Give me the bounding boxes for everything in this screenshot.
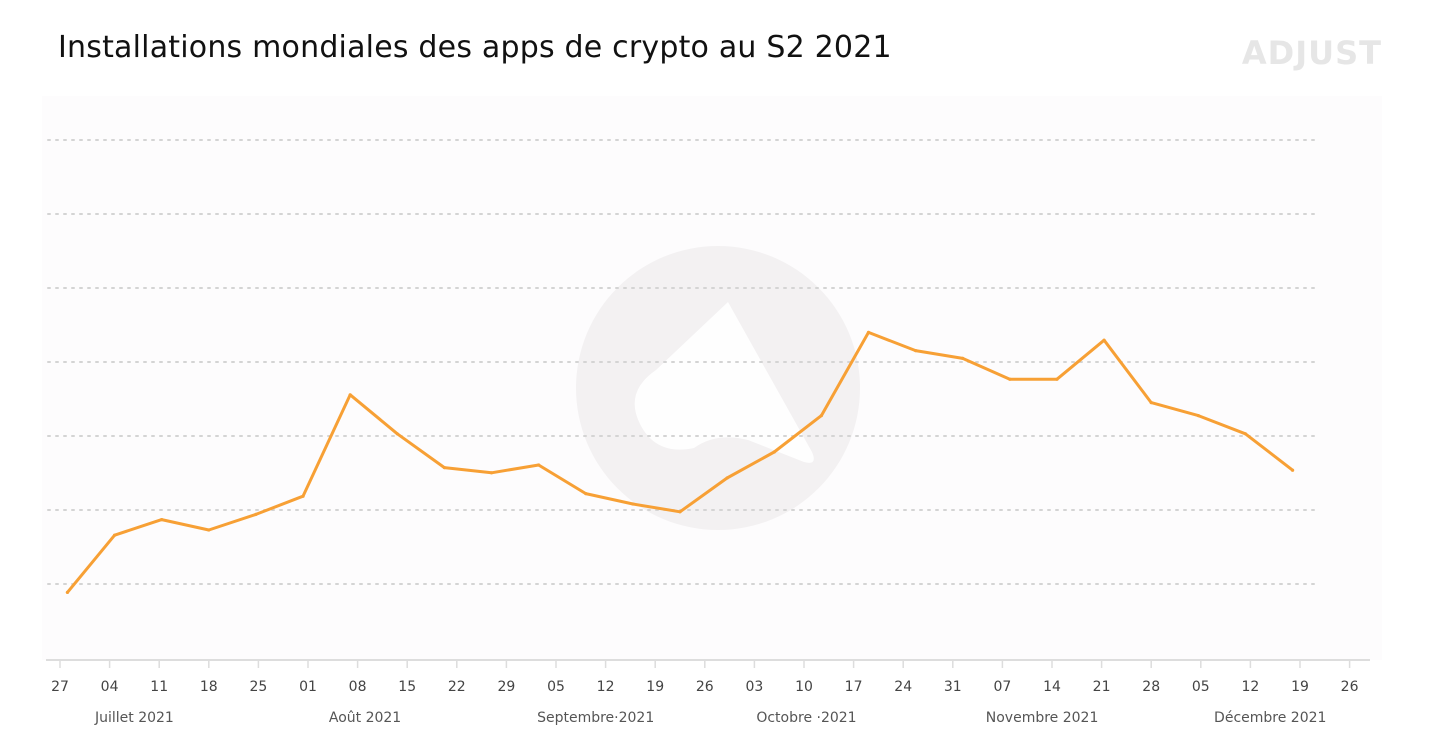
- month-label: Juillet 2021: [94, 710, 174, 726]
- chart-title: Installations mondiales des apps de cryp…: [58, 30, 892, 65]
- x-tick-label: 08: [349, 679, 367, 695]
- watermark-glyph: [634, 302, 814, 463]
- month-labels: Juillet 2021 Août 2021 Septembre·2021 Octob…: [94, 710, 1326, 726]
- data-point: [1008, 377, 1012, 381]
- adjust-watermark-icon: [576, 246, 860, 530]
- data-point: [65, 590, 70, 595]
- data-point: [160, 518, 164, 522]
- data-point: [725, 476, 729, 480]
- data-point: [1196, 414, 1200, 418]
- gridlines: [47, 139, 1317, 585]
- x-tick-label: 07: [993, 679, 1011, 695]
- x-tick-label: 24: [894, 679, 912, 695]
- x-tick-label: 14: [1043, 679, 1061, 695]
- x-tick-label: 26: [696, 679, 714, 695]
- x-tick-label: 05: [1192, 679, 1210, 695]
- month-label: Novembre 2021: [986, 710, 1099, 726]
- x-tick-label: 18: [200, 679, 218, 695]
- data-point: [1102, 338, 1106, 342]
- x-tick-label: 28: [1142, 679, 1160, 695]
- data-point: [819, 414, 823, 418]
- x-tick-label: 22: [448, 679, 466, 695]
- data-point: [489, 471, 494, 475]
- x-tick-label: 15: [398, 679, 416, 695]
- x-tick-label: 29: [497, 679, 515, 695]
- x-tick-label: 03: [745, 679, 763, 695]
- data-point: [537, 463, 541, 467]
- data-point: [961, 356, 965, 360]
- x-tick-label: 26: [1341, 679, 1359, 695]
- data-point: [395, 432, 399, 436]
- x-tick-label: 17: [845, 679, 863, 695]
- data-point: [348, 393, 352, 397]
- x-tick-labels: 27 04 11 18 25 01 08 15 22 29 05 12 19 26 03 10 17 24 31 07…: [51, 679, 1359, 695]
- data-point: [1149, 401, 1153, 405]
- x-tick-label: 19: [1291, 679, 1309, 695]
- data-point: [112, 533, 117, 537]
- x-tick-label: 31: [944, 679, 962, 695]
- x-tick-label: 25: [249, 679, 267, 695]
- data-point: [914, 349, 918, 353]
- data-point: [1055, 377, 1059, 381]
- month-label: Septembre·2021: [537, 710, 654, 726]
- x-tick-label: 01: [299, 679, 317, 695]
- x-tick-label: 21: [1093, 679, 1111, 695]
- x-tick-label: 10: [795, 679, 813, 695]
- x-tick-label: 12: [1241, 679, 1259, 695]
- data-point: [631, 502, 635, 506]
- data-point: [678, 510, 682, 514]
- data-point: [584, 492, 588, 496]
- x-tick-label: 05: [547, 679, 565, 695]
- data-point: [1243, 432, 1248, 436]
- month-label: Août 2021: [329, 710, 401, 726]
- x-tick-label: 11: [150, 679, 168, 695]
- x-tick-label: 12: [597, 679, 615, 695]
- data-point: [254, 512, 258, 517]
- data-point: [301, 494, 305, 498]
- month-label: Octobre ·2021: [756, 710, 856, 726]
- x-tick-label: 19: [646, 679, 664, 695]
- adjust-logo: ADJUST: [1241, 34, 1382, 72]
- x-axis: [46, 659, 1370, 668]
- data-point: [442, 466, 446, 470]
- data-point: [772, 450, 776, 454]
- series-layer: [65, 330, 1295, 595]
- x-tick-label: 27: [51, 679, 69, 695]
- data-point: [866, 330, 871, 334]
- data-point: [207, 528, 211, 532]
- month-label: Décembre 2021: [1214, 710, 1326, 726]
- x-tick-label: 04: [101, 679, 119, 695]
- data-point: [1290, 468, 1295, 472]
